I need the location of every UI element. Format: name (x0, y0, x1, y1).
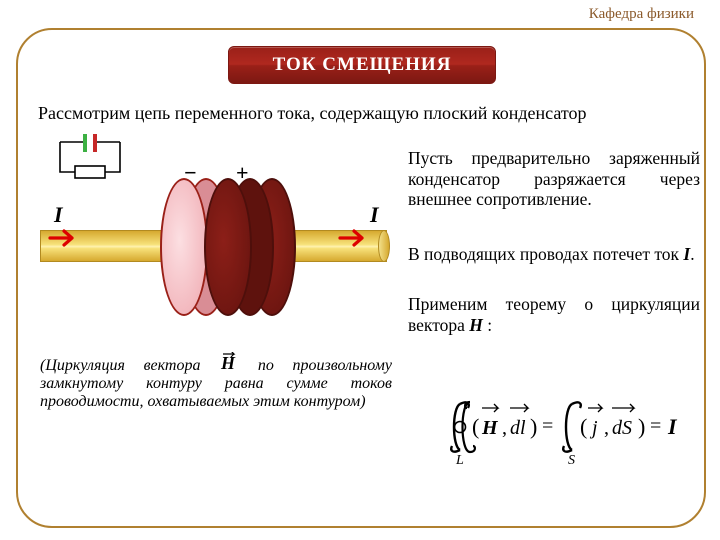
current-label-right: I (370, 202, 379, 228)
svg-text:dS: dS (612, 417, 632, 439)
svg-text:=: = (542, 415, 553, 437)
arrow-left-icon (48, 226, 78, 257)
svg-text:,: , (502, 417, 507, 439)
capacitor-diagram: − + I I (40, 130, 400, 350)
vector-h-icon: H (481, 404, 499, 439)
plate-pos-face (204, 178, 252, 316)
plate-neg-face (160, 178, 208, 316)
svg-text:,: , (604, 417, 609, 439)
para-3: Применим теорему о циркуляции вектора H … (408, 294, 700, 335)
intro-text: Рассмотрим цепь переменного тока, содерж… (38, 102, 700, 125)
svg-text:H: H (220, 353, 236, 373)
title-box: ТОК СМЕЩЕНИЯ (228, 46, 496, 84)
para-1: Пусть предварительно заряженный конденса… (408, 148, 700, 210)
department-label: Кафедра физики (589, 6, 694, 23)
svg-text:(: ( (472, 414, 479, 439)
svg-text:): ) (530, 414, 537, 439)
arrow-right-icon (338, 226, 368, 257)
svg-text:I: I (667, 414, 678, 439)
svg-text:dl: dl (510, 417, 526, 439)
vector-dl-icon: dl (510, 404, 528, 439)
svg-text:L: L (455, 453, 464, 468)
vector-ds-icon: dS (612, 404, 634, 439)
circuit-icon (50, 134, 130, 180)
svg-text:): ) (638, 414, 645, 439)
vector-h-icon: H (219, 352, 239, 374)
svg-text:=: = (650, 415, 661, 437)
svg-text:(: ( (580, 414, 587, 439)
para-2: В подводящих проводах потечет ток I. (408, 244, 700, 265)
circulation-equation: L ( H , dl ) = S ( j (446, 396, 706, 460)
wire-right-end (378, 230, 390, 262)
vector-j-icon: j (588, 404, 602, 439)
circulation-note: (Циркуляция вектора H по произвольному з… (40, 352, 392, 411)
svg-text:S: S (568, 453, 575, 468)
current-label-left: I (54, 202, 63, 228)
svg-text:j: j (589, 417, 598, 439)
svg-text:H: H (481, 417, 499, 439)
integral-s-icon: S (563, 402, 580, 468)
